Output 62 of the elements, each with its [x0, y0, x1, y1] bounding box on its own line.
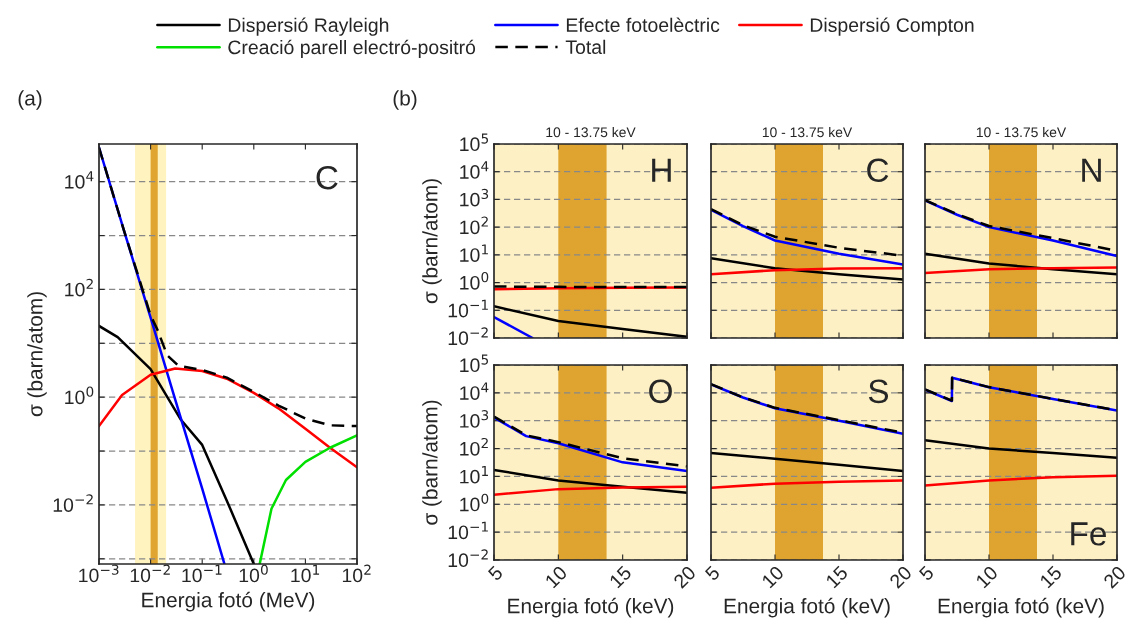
- annotation: Fe: [1071, 522, 1106, 546]
- legend-label: Dispersió Rayleigh: [228, 17, 389, 36]
- x-tick-label: 10$^{−3}$: [79, 564, 119, 583]
- annotation: O: [649, 379, 672, 404]
- x-axis-title: Energia fotó (keV): [724, 597, 890, 618]
- x-tick-label: 10$^{−1}$: [182, 564, 222, 583]
- y-tick-label: 10$^{5}$: [460, 133, 489, 152]
- y-tick-label: 10$^{0}$: [460, 271, 489, 290]
- x-tick-label: 10$^{0}$: [239, 564, 268, 583]
- y-tick-label: 10$^{3}$: [460, 410, 489, 428]
- x-tick-label: 15: [825, 565, 849, 589]
- legend-label: Creació parell electró-positró: [228, 39, 476, 59]
- y-tick-label: 10$^{0}$: [65, 386, 94, 405]
- x-axis-title: Energia fotó (keV): [508, 597, 674, 618]
- annotation: C: [316, 165, 338, 190]
- x-tick-label: 20: [888, 565, 913, 589]
- y-tick-label: 10$^{3}$: [460, 188, 489, 207]
- legend-label: Dispersió Compton: [810, 17, 974, 36]
- y-tick-label: 10$^{0}$: [460, 493, 489, 512]
- y-tick-label: 10$^{−1}$: [448, 299, 488, 318]
- legend-label: Total: [565, 39, 606, 55]
- y-tick-label: 10$^{−2}$: [448, 549, 488, 568]
- x-tick-label: 5: [487, 565, 504, 582]
- y-tick-label: 10$^{2}$: [460, 216, 488, 235]
- legend-label: Efecte fotoelèctric: [566, 17, 720, 33]
- x-tick-label: 15: [1039, 565, 1063, 589]
- x-tick-label: 10$^{−2}$: [130, 564, 170, 583]
- x-axis-title: Energia fotó (MeV): [142, 591, 315, 612]
- y-tick-label: 10$^{4}$: [460, 161, 489, 179]
- annotation: C: [867, 158, 889, 183]
- y-axis-title: σ (barn/atom): [422, 179, 442, 304]
- y-tick-label: 10$^{5}$: [460, 354, 489, 373]
- y-tick-label: 10$^{−1}$: [448, 521, 488, 540]
- chart-title: 10 - 13.75 keV: [976, 126, 1067, 138]
- x-tick-label: 15: [608, 565, 633, 589]
- x-tick-label: 10: [975, 565, 999, 589]
- y-tick-label: 10$^{−2}$: [53, 494, 93, 512]
- y-axis-title: σ (barn/atom): [422, 400, 442, 525]
- x-tick-label: 20: [672, 565, 697, 589]
- annotation: S: [868, 379, 889, 404]
- y-tick-label: 10$^{2}$: [65, 278, 93, 297]
- text: (b): [393, 90, 417, 110]
- chart-title: 10 - 13.75 keV: [762, 126, 853, 138]
- x-tick-label: 10: [761, 565, 785, 589]
- annotation: H: [652, 158, 671, 182]
- y-tick-label: 10$^{4}$: [460, 382, 489, 400]
- x-tick-label: 10$^{2}$: [342, 564, 371, 583]
- y-tick-label: 10$^{1}$: [460, 244, 488, 262]
- y-tick-label: 10$^{2}$: [460, 437, 488, 456]
- y-axis-title: σ (barn/atom): [27, 292, 47, 417]
- x-tick-label: 20: [1102, 565, 1127, 589]
- chart-title: 10 - 13.75 keV: [546, 126, 636, 138]
- x-tick-label: 10: [544, 565, 568, 589]
- x-tick-label: 10$^{1}$: [291, 564, 320, 583]
- x-axis-title: Energia fotó (keV): [938, 597, 1104, 618]
- y-tick-label: 10$^{1}$: [460, 465, 488, 484]
- y-tick-label: 10$^{4}$: [65, 171, 94, 189]
- annotation: N: [1082, 158, 1101, 182]
- x-tick-label: 5: [704, 565, 721, 582]
- text: (a): [18, 90, 42, 110]
- y-tick-label: 10$^{−2}$: [448, 327, 488, 346]
- x-tick-label: 5: [918, 565, 935, 582]
